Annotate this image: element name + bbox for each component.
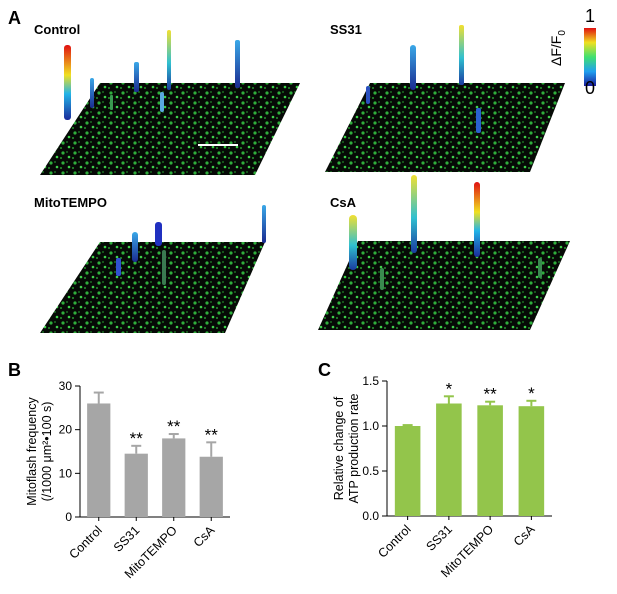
mitoflash-spike: [410, 45, 416, 90]
mitoflash-spike: [134, 62, 139, 92]
category-label: SS31: [423, 522, 455, 554]
bar: [162, 438, 186, 517]
mitoflash-spike: [262, 205, 266, 243]
mitoflash-spike: [160, 92, 164, 112]
mitoflash-spike: [235, 40, 240, 88]
image-title-csa: CsA: [330, 195, 357, 210]
mitoflash-spike: [155, 222, 162, 246]
bar: [518, 406, 545, 516]
y-tick-label: 0.5: [362, 464, 379, 478]
colorbar-min-label: 0: [585, 78, 596, 98]
y-tick-label: 20: [59, 423, 73, 437]
bar: [199, 456, 223, 517]
mitoflash-spike: [366, 86, 370, 104]
y-tick-label: 10: [59, 466, 73, 480]
significance-label: **: [484, 385, 498, 404]
chart-c: 0.0 0.5 1.0 1.5 Relative change of ATP produc…: [332, 374, 552, 580]
y-tick-label: 0.0: [362, 509, 379, 523]
panel-c-letter: C: [318, 360, 331, 380]
bar: [394, 426, 421, 516]
mitoflash-spike: [64, 45, 71, 120]
colorbar-max-label: 1: [585, 6, 596, 26]
significance-label: **: [205, 425, 219, 444]
category-label: Control: [66, 523, 104, 561]
mitoflash-spike: [538, 258, 542, 278]
mitoflash-spike: [476, 108, 481, 133]
y-axis-label: Mitoflash frequency: [25, 397, 39, 506]
colorbar-label-sub: 0: [556, 30, 568, 36]
colorbar-label-main: ΔF/F: [548, 35, 564, 66]
colorbar: [584, 28, 596, 86]
significance-label: **: [130, 429, 144, 448]
mitoflash-spike: [132, 232, 138, 262]
mitoflash-spike: [167, 30, 171, 90]
image-mitotempo: [40, 205, 266, 333]
category-label: CsA: [511, 522, 538, 549]
mitoflash-spike: [90, 78, 94, 108]
panel-a-images: [40, 25, 596, 333]
y-tick-label: 30: [59, 379, 73, 393]
mitoflash-spike: [459, 25, 464, 85]
significance-label: *: [446, 379, 453, 398]
y-axis-label: (/1000 μm²•100 s): [40, 402, 54, 502]
mitoflash-spike: [380, 268, 384, 290]
mitoflash-spike: [162, 250, 166, 285]
mitoflash-spike: [110, 95, 113, 110]
y-tick-label: 1.5: [362, 374, 379, 388]
y-tick-label: 0: [65, 510, 72, 524]
panel-b-letter: B: [8, 360, 21, 380]
chart-b: 0 10 20 30 Mitoflash frequency (/1000 μm²•100…: [25, 379, 230, 581]
image-ss31: [325, 25, 565, 172]
y-tick-label: 1.0: [362, 419, 379, 433]
category-label: CsA: [191, 523, 218, 550]
bar: [124, 453, 148, 517]
bar: [477, 405, 503, 516]
mitoflash-spike: [116, 258, 121, 276]
category-label: Control: [375, 522, 413, 560]
mitoflash-spike: [474, 182, 480, 257]
mitoflash-spike: [349, 215, 357, 270]
image-csa: [318, 175, 570, 330]
panel-a-letter: A: [8, 8, 21, 28]
category-label: SS31: [111, 523, 143, 555]
bar: [436, 403, 462, 516]
image-title-ss31: SS31: [330, 22, 362, 37]
image-title-mitotempo: MitoTEMPO: [34, 195, 107, 210]
significance-label: **: [167, 417, 181, 436]
image-control: [40, 30, 300, 175]
y-axis-label: ATP production rate: [347, 393, 361, 503]
significance-label: *: [528, 384, 535, 403]
bar: [87, 403, 111, 517]
colorbar-label: ΔF/F0: [548, 30, 568, 66]
image-title-control: Control: [34, 22, 81, 37]
y-axis-label: Relative change of: [332, 396, 346, 500]
mitoflash-spike: [411, 175, 417, 253]
